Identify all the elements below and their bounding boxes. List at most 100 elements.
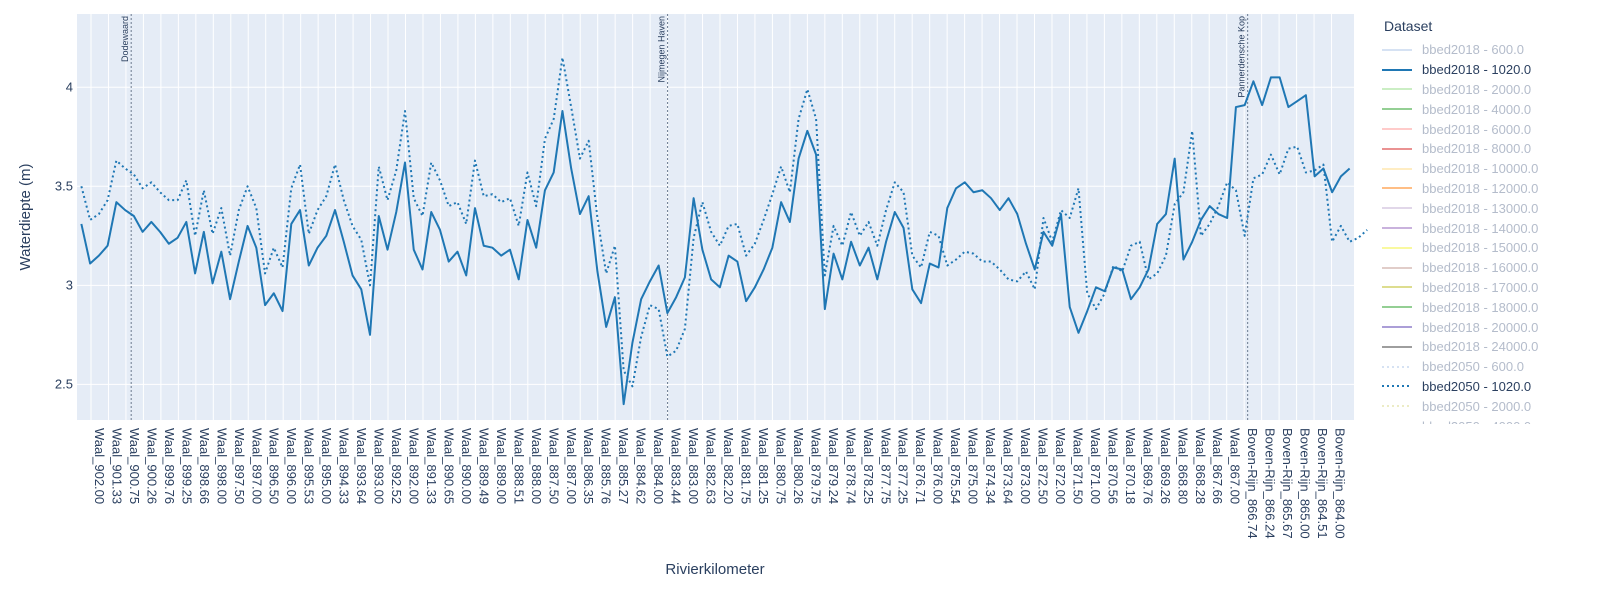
legend-swatch (1382, 167, 1412, 170)
legend-swatch (1382, 108, 1412, 111)
x-tick-label: Waal_883.44 (669, 428, 684, 504)
legend-swatch (1382, 207, 1412, 210)
x-tick-label: Waal_902.00 (92, 428, 107, 504)
legend-label: bbed2018 - 2000.0 (1422, 81, 1532, 97)
x-tick-label: Waal_897.00 (249, 428, 264, 504)
legend-label: bbed2018 - 8000.0 (1422, 141, 1532, 157)
x-tick-label: Waal_895.53 (302, 428, 317, 504)
legend-label: bbed2018 - 6000.0 (1422, 121, 1532, 137)
x-axis-title: Rivierkilometer (665, 561, 764, 578)
x-tick-label: Waal_870.56 (1105, 428, 1120, 504)
legend-label: bbed2050 - 2000.0 (1422, 398, 1532, 414)
vertical-marker-label: Nijmegen Haven (657, 16, 667, 83)
x-tick-label: Waal_884.62 (634, 428, 649, 504)
vertical-markers: Dodewaard Nijmegen Haven Pannerdensche Kop (120, 14, 1249, 420)
legend-label: bbed2018 - 15000.0 (1422, 240, 1539, 256)
legend-item[interactable]: bbed2050 - 1020.0 (1382, 377, 1592, 397)
legend-label: bbed2050 - 1020.0 (1422, 378, 1532, 394)
legend-label: bbed2050 - 600.0 (1422, 359, 1524, 375)
x-tick-label: Waal_885.27 (616, 428, 631, 504)
legend-item[interactable]: bbed2050 - 2000.0 (1382, 396, 1592, 416)
legend-label: bbed2018 - 16000.0 (1422, 260, 1539, 276)
legend-swatch (1382, 365, 1412, 368)
legend-item[interactable]: bbed2018 - 8000.0 (1382, 139, 1592, 159)
x-tick-label: Waal_877.25 (896, 428, 911, 504)
legend-item[interactable]: bbed2018 - 24000.0 (1382, 337, 1592, 357)
legend-item[interactable]: bbed2018 - 17000.0 (1382, 278, 1592, 298)
x-tick-label: Waal_893.64 (354, 428, 369, 504)
legend-item[interactable]: bbed2050 - 600.0 (1382, 357, 1592, 377)
legend-swatch (1382, 385, 1412, 388)
x-tick-label: Waal_879.24 (826, 428, 841, 504)
x-tick-label: Waal_881.75 (738, 428, 753, 504)
series-lines (80, 56, 1368, 406)
x-tick-label: Waal_890.00 (459, 428, 474, 504)
x-tick-label: Waal_901.33 (109, 428, 124, 504)
x-tick-label: Waal_875.54 (948, 428, 963, 504)
legend-item[interactable]: bbed2018 - 13000.0 (1382, 198, 1592, 218)
legend-swatch (1382, 286, 1412, 289)
x-tick-label: Waal_891.33 (424, 428, 439, 504)
x-tick-label: Boven-Rijn_865.67 (1280, 428, 1295, 539)
legend: Dataset bbed2018 - 600.0 bbed2018 - 1020.… (1382, 14, 1592, 424)
legend-item[interactable]: bbed2018 - 12000.0 (1382, 179, 1592, 199)
legend-item[interactable]: bbed2018 - 6000.0 (1382, 119, 1592, 139)
x-tick-label: Waal_890.65 (441, 428, 456, 504)
x-tick-label: Waal_876.71 (913, 428, 928, 504)
x-tick-label: Boven-Rijn_866.24 (1263, 428, 1278, 539)
legend-title: Dataset (1384, 18, 1433, 34)
x-tick-label: Waal_868.28 (1193, 428, 1208, 504)
x-tick-label: Waal_900.26 (144, 428, 159, 504)
y-axis-title: Waterdiepte (m) (17, 164, 34, 271)
legend-label: bbed2018 - 18000.0 (1422, 299, 1539, 315)
legend-item[interactable]: bbed2018 - 14000.0 (1382, 218, 1592, 238)
legend-item[interactable]: bbed2018 - 4000.0 (1382, 99, 1592, 119)
x-tick-label: Waal_882.63 (704, 428, 719, 504)
x-tick-label: Waal_879.75 (808, 428, 823, 504)
legend-item[interactable]: bbed2018 - 20000.0 (1382, 317, 1592, 337)
legend-swatch (1382, 68, 1412, 71)
legend-label: bbed2018 - 10000.0 (1422, 161, 1539, 177)
x-tick-label: Waal_873.00 (1018, 428, 1033, 504)
legend-swatch (1382, 187, 1412, 190)
x-tick-label: Waal_881.25 (756, 428, 771, 504)
x-tick-label: Waal_871.00 (1088, 428, 1103, 504)
legend-label: bbed2018 - 12000.0 (1422, 180, 1539, 196)
x-tick-label: Waal_897.50 (232, 428, 247, 504)
legend-label: bbed2018 - 24000.0 (1422, 339, 1539, 355)
x-tick-label: Waal_892.52 (389, 428, 404, 504)
x-tick-label: Waal_884.00 (651, 428, 666, 504)
x-tick-label: Waal_898.66 (197, 428, 212, 504)
legend-item[interactable]: bbed2018 - 18000.0 (1382, 297, 1592, 317)
legend-label: bbed2018 - 17000.0 (1422, 279, 1539, 295)
legend-label: bbed2018 - 4000.0 (1422, 101, 1532, 117)
y-axis-ticks: 2.5 3 3.5 4 (55, 79, 73, 391)
legend-label: bbed2018 - 13000.0 (1422, 200, 1539, 216)
x-tick-label: Waal_878.25 (861, 428, 876, 504)
x-tick-label: Boven-Rijn_864.51 (1315, 428, 1330, 539)
x-tick-label: Waal_899.76 (162, 428, 177, 504)
x-tick-label: Waal_887.00 (564, 428, 579, 504)
x-tick-label: Waal_867.00 (1228, 428, 1243, 504)
x-tick-label: Waal_892.00 (407, 428, 422, 504)
legend-swatch (1382, 306, 1412, 309)
x-tick-label: Waal_876.00 (931, 428, 946, 504)
legend-item[interactable]: bbed2018 - 1020.0 (1382, 60, 1592, 80)
legend-item[interactable]: bbed2018 - 2000.0 (1382, 80, 1592, 100)
legend-item[interactable]: bbed2018 - 15000.0 (1382, 238, 1592, 258)
x-tick-label: Waal_880.26 (791, 428, 806, 504)
legend-item[interactable]: bbed2018 - 10000.0 (1382, 159, 1592, 179)
legend-swatch (1382, 266, 1412, 269)
legend-item[interactable]: bbed2018 - 600.0 (1382, 40, 1592, 60)
legend-swatch (1382, 421, 1412, 424)
legend-item[interactable]: bbed2050 - 4000.0 (1382, 416, 1592, 424)
vertical-marker-label: Pannerdensche Kop (1237, 16, 1247, 98)
x-tick-label: Waal_886.35 (581, 428, 596, 504)
x-tick-label: Waal_889.49 (476, 428, 491, 504)
legend-label: bbed2018 - 1020.0 (1422, 62, 1532, 78)
series-line (80, 76, 1351, 406)
x-tick-label: Waal_888.51 (511, 428, 526, 504)
legend-item[interactable]: bbed2018 - 16000.0 (1382, 258, 1592, 278)
legend-swatch (1382, 147, 1412, 150)
x-tick-label: Waal_871.50 (1070, 428, 1085, 504)
